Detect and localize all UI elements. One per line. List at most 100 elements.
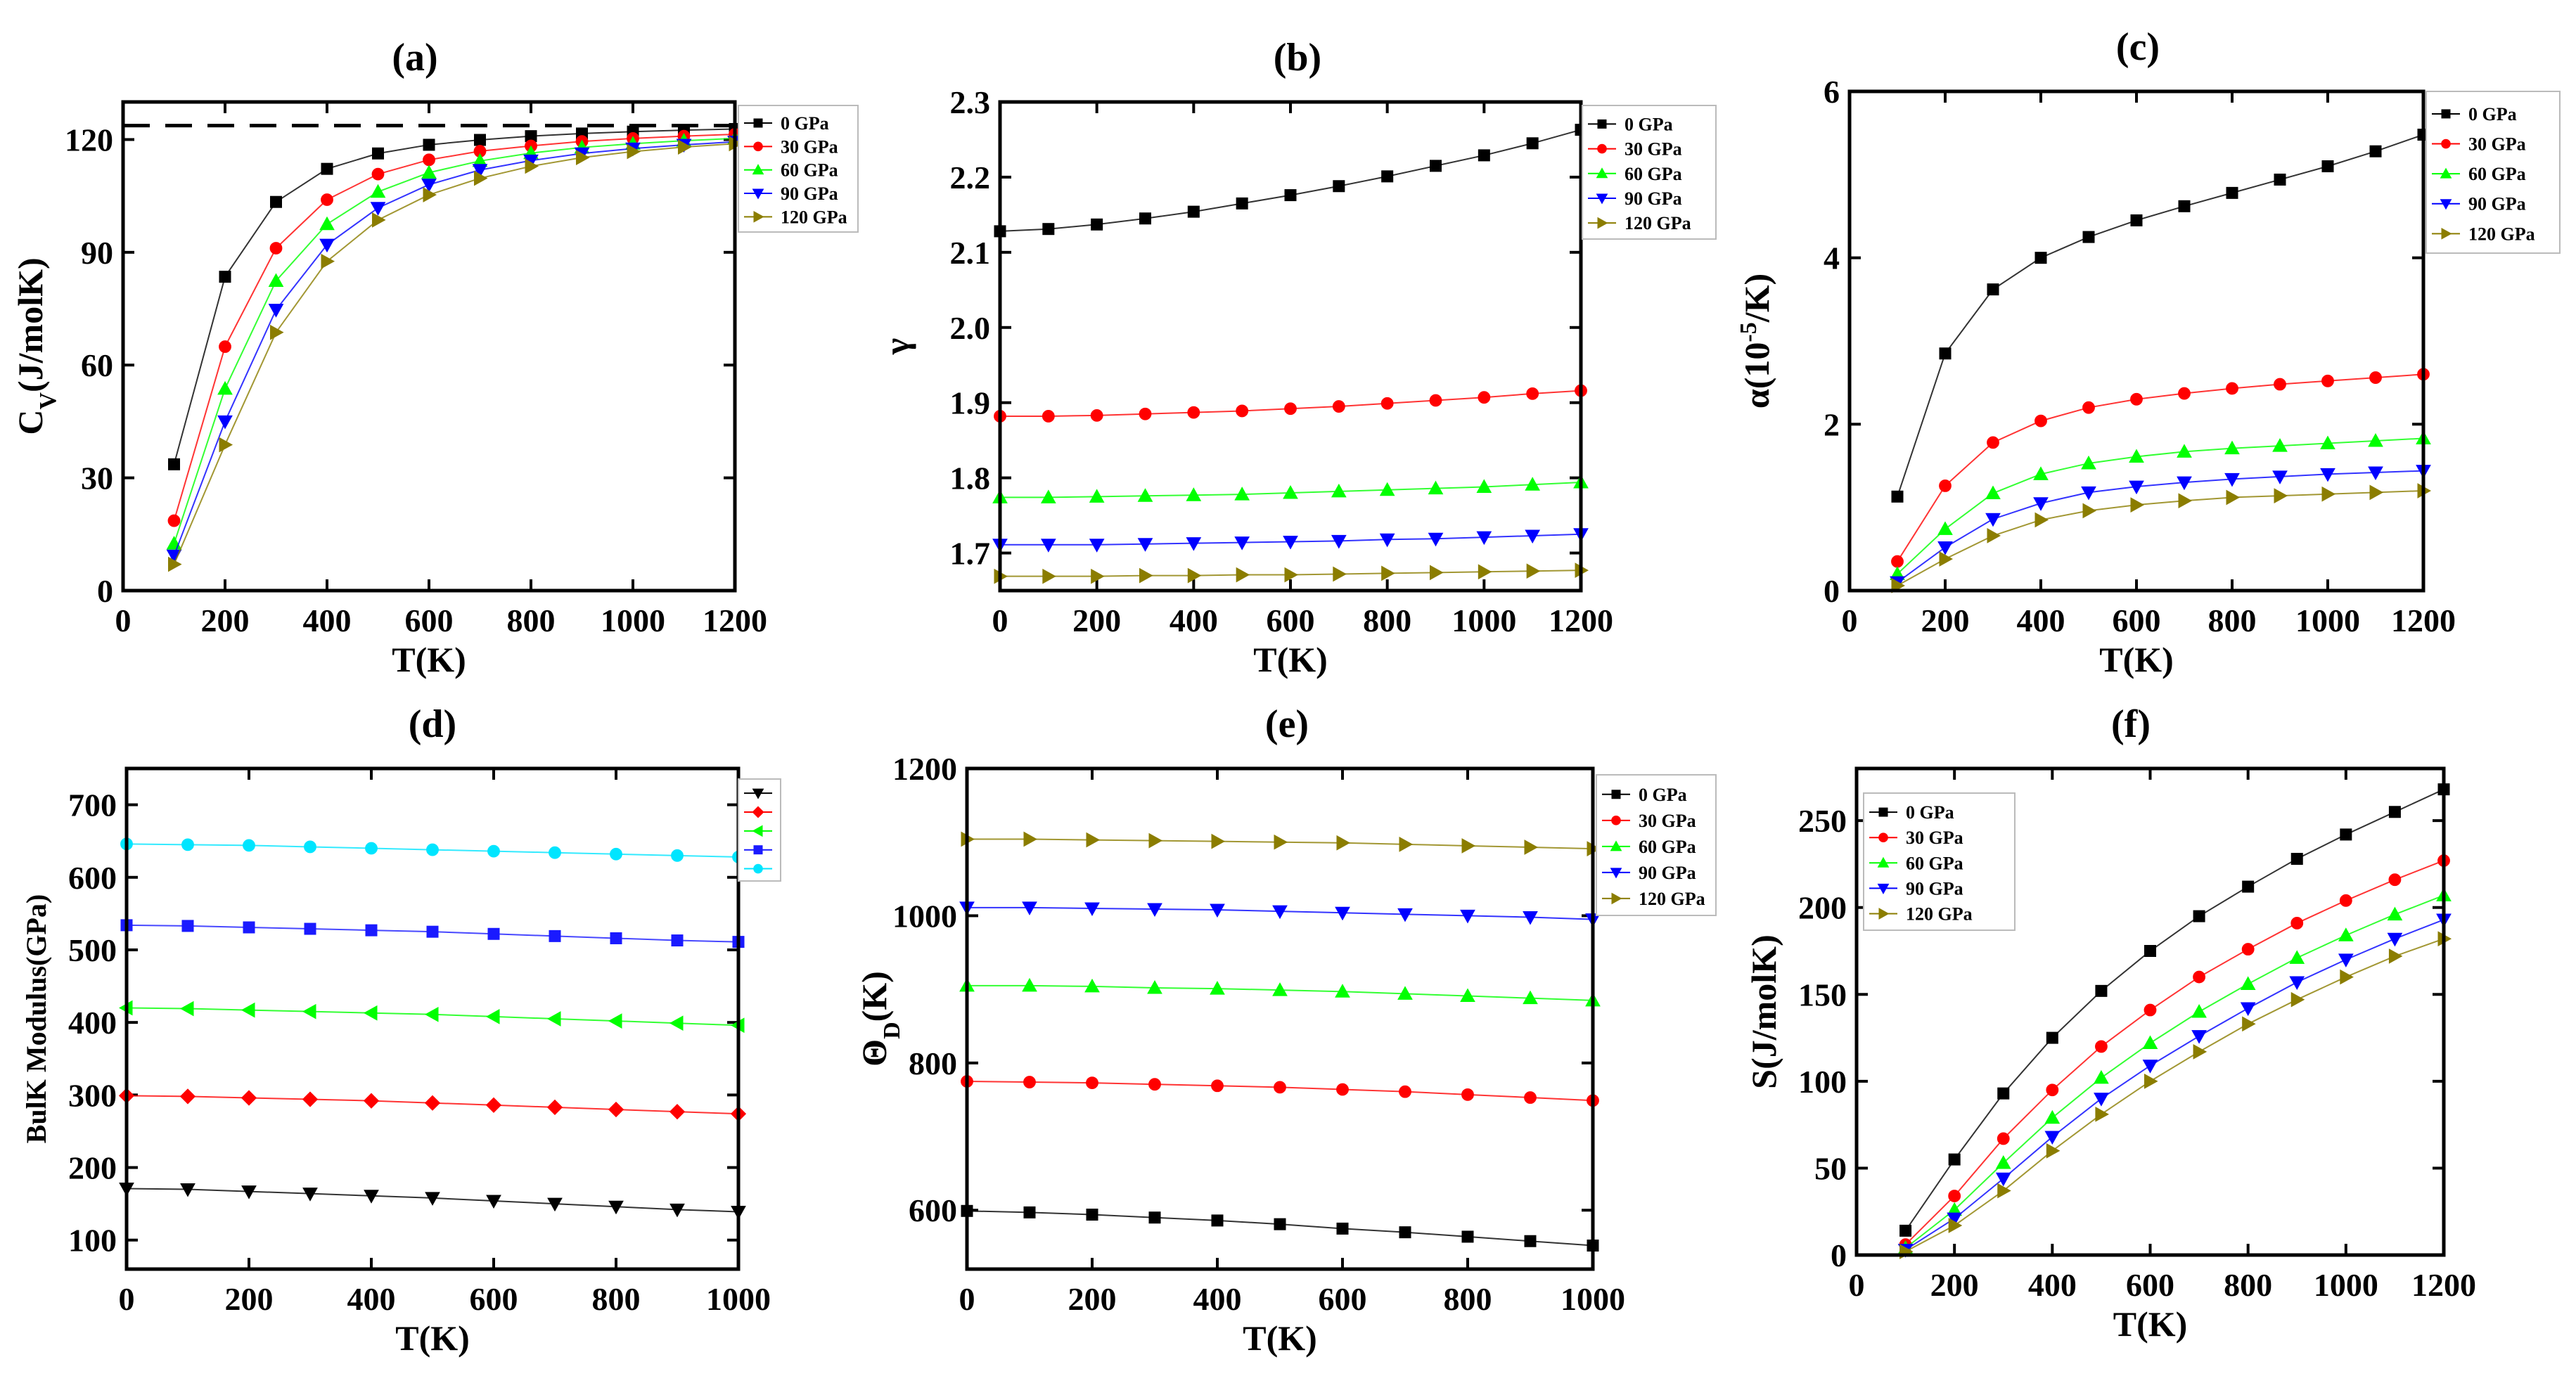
series-60-gpa: [118, 1000, 745, 1034]
data-point: [1234, 536, 1250, 551]
data-point: [2094, 1093, 2109, 1107]
data-point: [2272, 438, 2288, 452]
data-point: [487, 927, 500, 940]
data-point: [241, 1090, 257, 1106]
data-point: [370, 184, 386, 198]
data-point: [1274, 1218, 1286, 1230]
legend: 0 GPa 30 GPa 60 GPa 90 GPa 120 GPa: [1863, 792, 2016, 931]
data-point: [1430, 160, 1442, 172]
legend-label: 60 GPa: [1906, 853, 1963, 873]
data-point: [2290, 917, 2304, 929]
y-label-rest: (J/molK): [11, 257, 50, 392]
series-60-gpa: [166, 130, 743, 550]
legend-label: 90 GPa: [781, 184, 838, 204]
data-point: [2272, 470, 2288, 484]
data-point: [1397, 908, 1413, 922]
data-point: [1891, 555, 1904, 568]
legend: 0 GPa 30 GPa 60 GPa 90 GPa 120 GPa: [1582, 105, 1717, 240]
legend-label: 0 GPa: [781, 113, 829, 134]
legend-label: 30 GPa: [781, 802, 838, 823]
data-point: [2094, 1069, 2109, 1084]
data-point: [1236, 567, 1250, 583]
y-tick-label: 2.3: [950, 84, 991, 120]
y-label-sub: V: [35, 392, 61, 410]
legend-label: 90 GPa: [781, 840, 838, 861]
y-tick-label: 1.9: [950, 385, 991, 421]
data-point: [2369, 484, 2384, 501]
data-point: [1948, 1153, 1961, 1166]
data-point: [2320, 468, 2335, 482]
data-point: [2191, 1003, 2207, 1018]
legend-entry: 30 GPa: [744, 802, 838, 823]
legend-entry: 120 GPa: [2432, 224, 2535, 244]
y-tick-label: 2.1: [950, 235, 991, 271]
data-point: [1379, 482, 1395, 496]
plot-frame: [1854, 766, 2446, 1257]
legend-entry: 60 GPa: [1602, 837, 1696, 857]
x-tick-label: 400: [303, 603, 352, 638]
data-point: [426, 925, 439, 938]
legend-label: 120 GPa: [781, 207, 847, 227]
data-point: [1274, 1081, 1286, 1094]
legend-marker: [1611, 816, 1621, 825]
data-point: [1040, 539, 1056, 553]
data-point: [1525, 529, 1541, 543]
series-90-gpa: [166, 136, 743, 564]
data-point: [1939, 551, 1954, 567]
data-point: [219, 340, 231, 353]
axes: 0 200 400 600 800 1000 1200 0 50 100 150 200 250: [1798, 768, 2476, 1303]
data-point: [1526, 387, 1539, 400]
data-point: [678, 139, 692, 155]
data-point: [2388, 873, 2402, 887]
data-point: [1284, 402, 1297, 416]
x-tick-label: 800: [2208, 603, 2257, 638]
legend-marker: [2441, 109, 2451, 119]
series-90-gpa: [992, 528, 1589, 553]
y-tick-label: 1000: [892, 898, 957, 934]
data-point: [1139, 212, 1151, 225]
data-point: [1939, 347, 1952, 360]
data-point: [1428, 480, 1444, 495]
legend-entry: 0 GPa: [2432, 104, 2517, 124]
data-point: [1187, 205, 1200, 218]
legend-entry: 0 GPa: [1602, 785, 1687, 805]
data-point: [371, 167, 385, 181]
data-point: [1380, 397, 1394, 410]
data-point: [2044, 1131, 2061, 1145]
data-point: [1987, 436, 1999, 449]
legend-marker: [753, 210, 764, 223]
y-tick-label: 600: [909, 1192, 957, 1228]
x-tick-label: 600: [405, 603, 454, 638]
data-point: [1525, 477, 1541, 491]
data-point: [2242, 880, 2255, 893]
data-point: [1399, 836, 1414, 852]
data-point: [1524, 1091, 1537, 1104]
legend-label: 0 GPa: [1639, 785, 1687, 805]
x-axis-label: T(K): [395, 1318, 470, 1358]
legend-entry: 0 GPa: [1588, 114, 1673, 134]
x-tick-label: 800: [1444, 1281, 1492, 1317]
data-point: [2046, 1143, 2061, 1159]
x-tick-label: 1200: [1549, 603, 1613, 638]
data-point: [2081, 486, 2096, 501]
data-point: [1333, 566, 1347, 582]
legend-marker: [752, 164, 764, 175]
legend-marker: [1596, 193, 1608, 205]
axes: 0 200 400 600 800 1000 100 200 300 400 500 600 700: [68, 768, 771, 1317]
data-point: [2290, 853, 2303, 866]
data-point: [2340, 828, 2352, 841]
data-point: [2082, 503, 2097, 519]
data-point: [485, 1097, 502, 1113]
x-axis-label: T(K): [392, 640, 466, 679]
data-point: [243, 839, 255, 852]
data-point: [1187, 567, 1202, 584]
data-point: [472, 164, 488, 178]
series-60-gpa: [1890, 430, 2431, 580]
data-point: [1274, 834, 1288, 850]
data-point: [549, 929, 561, 942]
data-point: [2338, 927, 2354, 941]
x-tick-label: 800: [592, 1281, 641, 1317]
x-tick-label: 200: [225, 1281, 274, 1317]
data-point: [2240, 1002, 2256, 1017]
